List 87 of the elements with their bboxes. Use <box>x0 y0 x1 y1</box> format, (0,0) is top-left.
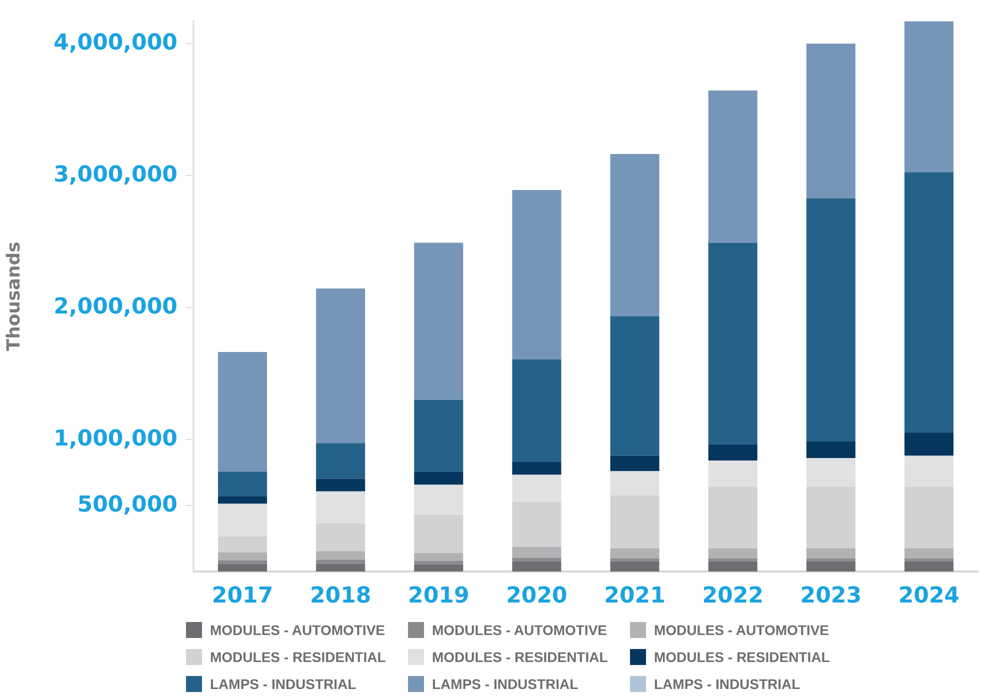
bar <box>218 564 268 572</box>
bar <box>316 564 366 572</box>
legend-label: LAMPS - INDUSTRIAL <box>432 676 578 692</box>
bar <box>708 460 758 487</box>
bar <box>218 560 268 564</box>
x-tick-label: 2023 <box>800 584 862 609</box>
bar <box>904 561 954 572</box>
legend-label: LAMPS - INDUSTRIAL <box>210 676 356 692</box>
bar <box>610 154 660 316</box>
legend-label: MODULES - RESIDENTIAL <box>654 649 830 665</box>
bar <box>610 316 660 456</box>
bar <box>904 548 954 558</box>
bar <box>806 441 856 458</box>
bar <box>414 514 464 553</box>
bar <box>904 486 954 548</box>
x-tick-label: 2024 <box>898 584 960 609</box>
bar <box>512 547 562 558</box>
bar <box>414 552 464 561</box>
y-tick-label: 3,000,000 <box>54 162 178 188</box>
bar <box>414 472 464 485</box>
legend-label: LAMPS - INDUSTRIAL <box>654 676 800 692</box>
bar <box>806 548 856 558</box>
legend-label: MODULES - AUTOMOTIVE <box>432 622 607 638</box>
bar <box>218 472 268 496</box>
bar <box>512 474 562 502</box>
bar <box>218 536 268 552</box>
bar <box>414 560 464 564</box>
bar <box>512 561 562 572</box>
bar <box>218 552 268 560</box>
bar <box>218 496 268 504</box>
bar <box>610 548 660 558</box>
bar <box>218 504 268 536</box>
bar <box>708 561 758 572</box>
x-tick-label: 2019 <box>408 584 470 609</box>
x-tick-label: 2017 <box>212 584 274 609</box>
bar <box>708 444 758 460</box>
bar <box>610 471 660 496</box>
bar <box>316 491 366 524</box>
bar <box>316 524 366 552</box>
bar <box>806 198 856 442</box>
x-tick-label: 2020 <box>506 584 568 609</box>
bar <box>610 456 660 472</box>
x-tick-label: 2021 <box>604 584 666 609</box>
y-tick-label: 2,000,000 <box>54 294 178 320</box>
bar <box>708 548 758 558</box>
bar <box>414 242 464 400</box>
bar <box>218 352 268 472</box>
bar <box>708 242 758 444</box>
legend-label: MODULES - AUTOMOTIVE <box>210 622 385 638</box>
bar <box>904 21 954 172</box>
bar <box>414 564 464 572</box>
bar <box>806 44 856 198</box>
legend-label: MODULES - RESIDENTIAL <box>432 649 608 665</box>
y-tick-label: 500,000 <box>77 492 178 518</box>
x-tick-label: 2022 <box>702 584 764 609</box>
bar <box>806 561 856 572</box>
bar <box>806 486 856 548</box>
legend-label: MODULES - AUTOMOTIVE <box>654 622 829 638</box>
bar <box>708 558 758 562</box>
y-tick-label: 1,000,000 <box>54 426 178 452</box>
bar <box>904 456 954 487</box>
y-axis-title: Thousands <box>3 242 24 352</box>
bar <box>708 486 758 548</box>
bar <box>316 551 366 560</box>
bar <box>610 558 660 562</box>
bar <box>708 90 758 243</box>
bar <box>512 359 562 462</box>
bar <box>316 443 366 479</box>
bar <box>610 561 660 572</box>
y-tick-label: 4,000,000 <box>54 30 178 56</box>
bar <box>316 288 366 444</box>
x-tick-label: 2018 <box>310 584 372 609</box>
bar <box>904 432 954 456</box>
bar <box>316 478 366 492</box>
bar <box>512 190 562 360</box>
bar <box>806 558 856 562</box>
bar <box>904 558 954 562</box>
bar <box>904 172 954 432</box>
bar <box>414 484 464 515</box>
bar <box>512 462 562 475</box>
bar <box>512 558 562 562</box>
bar <box>610 495 660 548</box>
bar <box>806 458 856 487</box>
bar <box>512 502 562 548</box>
legend-label: MODULES - RESIDENTIAL <box>210 649 386 665</box>
bar <box>414 400 464 472</box>
bar <box>316 560 366 564</box>
